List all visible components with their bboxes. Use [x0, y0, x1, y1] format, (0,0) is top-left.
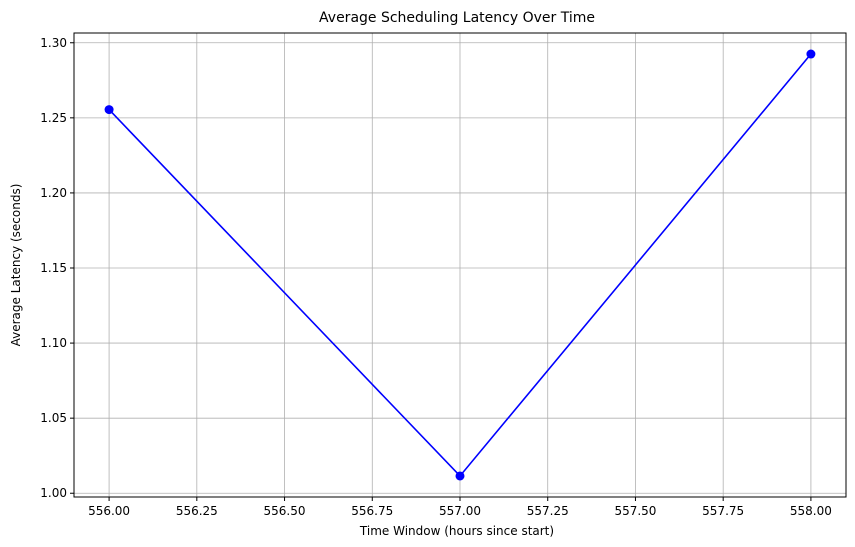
x-tick-label: 557.50 — [614, 504, 656, 518]
x-tick-label: 556.25 — [176, 504, 218, 518]
data-point — [455, 471, 465, 481]
data-point — [806, 49, 816, 59]
x-tick-label: 556.75 — [351, 504, 393, 518]
x-tick-label: 556.50 — [264, 504, 306, 518]
x-tick-label: 556.00 — [88, 504, 130, 518]
y-tick-label: 1.20 — [40, 186, 67, 200]
x-tick-label: 557.75 — [702, 504, 744, 518]
x-tick-label: 557.00 — [439, 504, 481, 518]
grid — [74, 33, 846, 497]
x-axis-label: Time Window (hours since start) — [359, 524, 554, 538]
y-tick-label: 1.30 — [40, 36, 67, 50]
x-axis: 556.00 556.25 556.50 556.75 557.00 557.25 557.… — [88, 497, 832, 518]
y-tick-label: 1.25 — [40, 111, 67, 125]
y-tick-label: 1.00 — [40, 486, 67, 500]
y-axis-label: Average Latency (seconds) — [9, 184, 23, 347]
x-tick-label: 558.00 — [790, 504, 832, 518]
x-tick-label: 557.25 — [527, 504, 569, 518]
chart-title: Average Scheduling Latency Over Time — [319, 10, 595, 26]
y-tick-label: 1.05 — [40, 411, 67, 425]
series-layer — [104, 49, 816, 481]
y-tick-label: 1.15 — [40, 261, 67, 275]
y-tick-label: 1.10 — [40, 336, 67, 350]
data-point — [104, 105, 114, 115]
y-axis: 1.00 1.05 1.10 1.15 1.20 1.25 1.30 — [40, 36, 74, 500]
